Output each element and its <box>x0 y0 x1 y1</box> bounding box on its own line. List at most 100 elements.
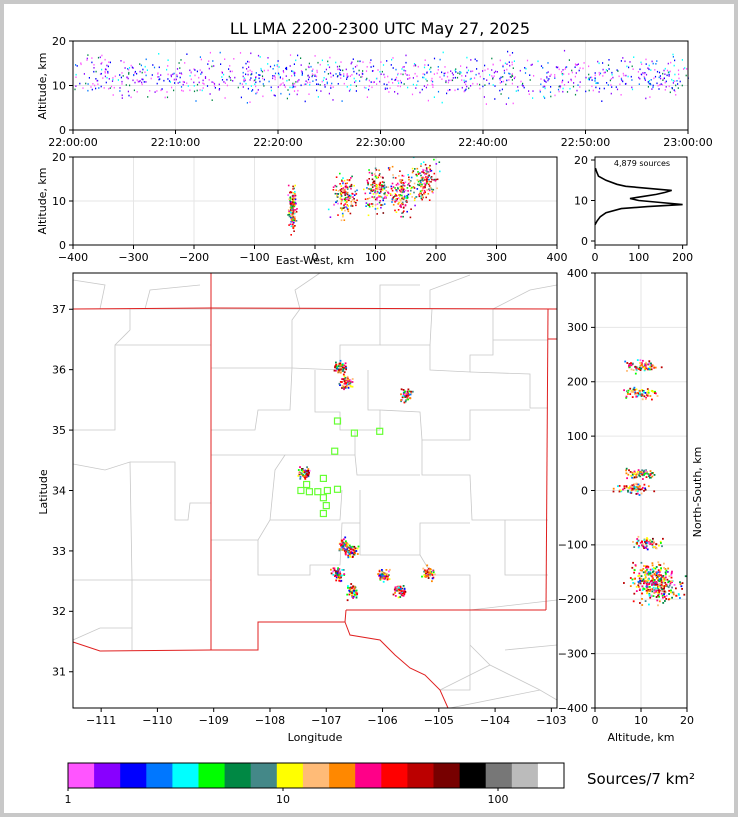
ns-altitude-point <box>631 473 634 476</box>
time-height-point <box>609 79 611 82</box>
time-height-point <box>189 89 191 92</box>
time-height-point <box>476 60 478 62</box>
time-height-point <box>556 66 558 69</box>
time-height-point <box>218 83 220 86</box>
ns-altitude-point <box>655 566 658 568</box>
plan-view-point <box>330 572 333 575</box>
time-height-point <box>280 92 282 95</box>
time-height-point <box>223 81 225 83</box>
ew-altitude-point <box>367 188 370 190</box>
ns-altitude-point <box>646 587 649 590</box>
time-height-point <box>470 85 472 87</box>
time-height-point <box>656 82 658 85</box>
ns-altitude-point <box>618 490 621 493</box>
time-height-point <box>316 89 318 92</box>
time-height-point <box>523 86 525 89</box>
plan-view-point <box>388 570 390 573</box>
time-height-point <box>568 73 570 75</box>
plan-view-point <box>351 378 354 380</box>
plan-view-point <box>385 577 388 579</box>
ns-altitude-point <box>641 473 644 476</box>
time-height-point <box>308 66 310 69</box>
ew-altitude-point <box>335 185 338 188</box>
time-height-point <box>300 64 302 66</box>
ns-altitude-point <box>630 487 633 490</box>
time-height-point <box>274 94 276 97</box>
plan-view-point <box>379 573 382 576</box>
time-height-point <box>362 73 364 75</box>
plan-view-point <box>380 578 383 580</box>
ew-altitude-point <box>415 173 417 176</box>
time-height-point <box>91 57 93 59</box>
plan-view-point <box>346 599 349 602</box>
ns-altitude-point <box>671 580 673 583</box>
ew-altitude-point <box>293 187 295 190</box>
time-height-point <box>624 83 627 85</box>
plan-view-point <box>383 575 386 578</box>
time-height-point <box>283 71 285 74</box>
time-height-point <box>588 65 590 68</box>
ns-altitude-point <box>643 582 645 585</box>
time-height-point <box>328 66 331 69</box>
ew-altitude-point <box>391 189 394 192</box>
ew-altitude-point <box>355 204 357 207</box>
ns-altitude-point <box>638 577 641 580</box>
time-height-point <box>180 59 182 61</box>
ew-altitude-point <box>403 188 405 191</box>
plan-view-point <box>335 369 337 372</box>
time-height-point <box>461 79 463 81</box>
time-height-point <box>558 68 560 71</box>
plan-view-point <box>385 575 388 578</box>
ew-altitude-point <box>426 172 429 175</box>
ns-altitude-point <box>655 547 658 550</box>
plan-view-point <box>410 390 412 393</box>
ew-altitude-point <box>341 209 343 211</box>
time-height-point <box>620 94 622 96</box>
ew-altitude-point <box>382 185 385 187</box>
plan-view-point <box>339 543 342 545</box>
time-height-point <box>94 84 96 87</box>
time-height-point <box>542 67 544 69</box>
ns-altitude-point <box>652 567 655 569</box>
plan-view-point <box>346 380 349 383</box>
time-height-point <box>207 63 209 65</box>
ew-altitude-point <box>371 174 374 176</box>
plan-view-point <box>403 401 406 404</box>
time-height-point <box>401 68 403 70</box>
plan-view-point <box>343 543 346 546</box>
plan-view-point <box>347 386 350 389</box>
ns-altitude-point <box>669 580 672 583</box>
ew-altitude-point <box>430 181 432 183</box>
station-marker <box>314 488 322 496</box>
ns-altitude-point <box>652 540 655 543</box>
time-height-point <box>224 97 226 99</box>
ns-altitude-point <box>639 486 642 489</box>
time-height-point <box>112 94 114 96</box>
ns-altitude-point <box>636 540 639 543</box>
plan-view-point <box>351 595 354 598</box>
time-height-point <box>561 80 563 83</box>
plan-view-point <box>335 576 338 579</box>
plan-view-point <box>393 588 396 591</box>
plan-view-point <box>394 586 397 589</box>
ns-altitude-point <box>664 574 667 576</box>
ew-altitude-point <box>371 190 374 192</box>
time-height-point <box>243 77 245 79</box>
ns-altitude-point <box>648 582 651 584</box>
ew-altitude-point <box>400 215 402 218</box>
ew-altitude-point <box>411 196 413 198</box>
ew-altitude-point <box>347 194 350 196</box>
time-height-point <box>182 90 184 92</box>
time-height-point <box>198 81 200 84</box>
ns-altitude-point <box>653 366 655 369</box>
time-height-point <box>201 89 203 92</box>
ew-altitude-point <box>291 210 293 213</box>
plan-view-point <box>354 547 357 550</box>
station-marker <box>322 502 330 510</box>
ew-altitude-point <box>404 189 407 192</box>
time-height-point <box>640 61 642 64</box>
plan-view-point <box>382 580 385 583</box>
time-height-point <box>406 74 408 76</box>
time-height-point <box>179 76 181 79</box>
time-height-point <box>145 81 147 83</box>
